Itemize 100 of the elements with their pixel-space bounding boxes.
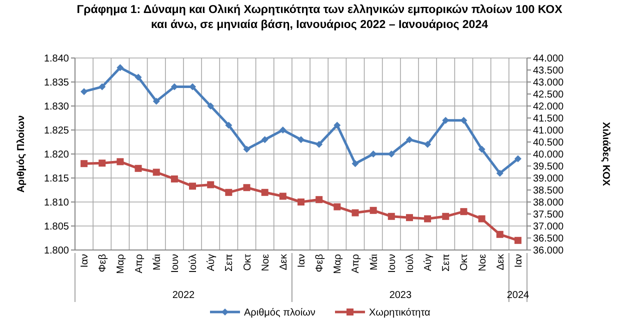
y-tick-label: 1.835 <box>44 78 70 88</box>
y-tick-label: 1.810 <box>44 198 70 208</box>
text: 2024 <box>506 290 530 301</box>
point <box>514 155 522 162</box>
point <box>370 150 377 158</box>
y2-tick-label: 36.500 <box>533 234 564 244</box>
y-tick-label: 1.825 <box>44 126 70 136</box>
y-tick-label: 1.805 <box>44 222 70 232</box>
x-tick-label: Αύγ <box>423 254 434 272</box>
point <box>152 98 160 105</box>
y2-tick-label: 37.500 <box>533 210 564 220</box>
text: 2023 <box>389 290 412 301</box>
point <box>370 206 377 214</box>
y2-tick-label: 38.000 <box>533 198 564 208</box>
point <box>406 136 413 144</box>
x-tick-label: Σεπ <box>441 254 452 272</box>
point <box>478 146 486 153</box>
point <box>80 88 88 96</box>
point <box>134 74 142 81</box>
y2-axis-title: Χιλιάδες ΚΟΧ <box>600 122 611 186</box>
x-tick-label: Απρ <box>134 254 145 274</box>
x-tick-label: Ιαν <box>80 254 91 268</box>
point <box>134 164 142 172</box>
point <box>98 160 106 167</box>
point <box>334 122 341 129</box>
x-tick-label: Ιούλ <box>188 254 200 273</box>
point <box>316 196 323 204</box>
point <box>189 83 196 90</box>
y2-tick-label: 41.000 <box>533 126 564 136</box>
y-tick-label: 1.815 <box>44 174 70 184</box>
y2-tick-label: 40.500 <box>533 138 564 148</box>
x-tick-label: Μάι <box>152 254 163 270</box>
x-tick-label: Ιουν <box>386 254 398 273</box>
y2-tick-label: 44.000 <box>533 54 564 64</box>
point <box>460 208 468 216</box>
point <box>152 168 160 176</box>
point <box>388 212 395 220</box>
point <box>334 203 341 210</box>
point <box>279 126 286 134</box>
x-tick-label: Αύγ <box>206 254 218 272</box>
y2-tick-label: 39.000 <box>533 174 564 184</box>
x-tick-label: Δεκ <box>495 253 506 270</box>
x-tick-label: Φεβ <box>314 254 326 272</box>
point <box>261 188 268 196</box>
point <box>424 215 432 222</box>
x-tick-label: Νοε <box>260 253 272 272</box>
y2-tick-label: 42.000 <box>533 102 564 112</box>
point <box>116 158 124 166</box>
point <box>207 181 214 188</box>
x-tick-label: Ιαν <box>513 254 524 268</box>
point <box>316 140 323 148</box>
x-tick-label: Μάι <box>368 254 380 270</box>
x-tick-label: Ιαν <box>296 254 308 268</box>
y2-tick-label: 41.500 <box>533 114 564 124</box>
x-tick-label: Ιούλ <box>404 254 416 273</box>
point <box>514 236 522 244</box>
y-tick-label: 1.830 <box>44 102 70 112</box>
point <box>442 116 450 124</box>
text: 2022 <box>172 290 196 301</box>
y-tick-label: 1.840 <box>44 54 70 64</box>
x-tick-label: Νοε <box>477 253 488 272</box>
point <box>442 212 450 220</box>
y-axis-title: Αριθμός Πλοίων <box>16 114 27 193</box>
x-tick-label: Απρ <box>350 254 362 274</box>
point <box>406 214 413 222</box>
y2-tick-label: 36.000 <box>533 246 564 256</box>
point <box>460 116 468 124</box>
point <box>279 192 286 200</box>
x-tick-label: Οκτ <box>242 254 254 271</box>
y2-tick-label: 40.000 <box>533 150 564 160</box>
x-tick-label: Σεπ <box>224 254 236 272</box>
y2-tick-label: 39.500 <box>533 162 564 172</box>
x-tick-label: Μαρ <box>332 254 344 274</box>
point <box>243 184 250 192</box>
point <box>298 136 304 144</box>
legend-label: Αριθμός πλοίων <box>244 308 316 318</box>
y2-tick-label: 37.000 <box>533 222 564 232</box>
point <box>170 175 178 182</box>
point <box>352 160 359 168</box>
point <box>478 215 486 222</box>
y2-tick-label: 42.500 <box>533 90 564 100</box>
point <box>352 209 359 216</box>
point <box>116 64 124 72</box>
point <box>207 102 214 110</box>
point <box>496 170 504 177</box>
point <box>298 198 304 206</box>
point <box>225 188 232 196</box>
y-tick-label: 1.820 <box>44 150 70 160</box>
x-tick-label: Δεκ <box>278 253 290 270</box>
point <box>261 136 268 144</box>
point <box>98 83 106 90</box>
x-tick-label: Φεβ <box>98 254 109 272</box>
point <box>80 160 88 168</box>
x-tick-label: Μαρ <box>116 254 127 274</box>
point <box>424 140 432 148</box>
x-tick-label: Ιουν <box>170 254 181 273</box>
y2-tick-label: 43.500 <box>533 66 564 76</box>
legend-label: Χωρητικότητα <box>369 308 431 318</box>
y2-tick-label: 38.500 <box>533 186 564 196</box>
chart-title: Γράφημα 1: Δύναμη και Ολική Χωρητικότητα των ελληνικών εμπορικών πλοίων 100 ΚΟΧ και άνω, σε μηνιαία βάση, Ιανουάριος 2022 – Ιανουάριος 2024 <box>76 4 563 31</box>
